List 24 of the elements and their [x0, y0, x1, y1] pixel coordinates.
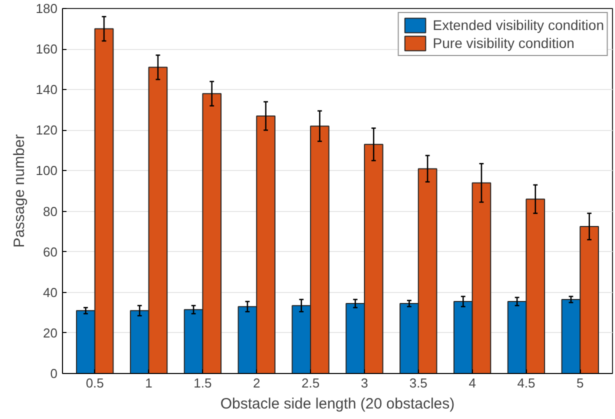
x-tick-label: 4: [468, 376, 476, 390]
y-tick-label: 0: [50, 366, 58, 381]
y-tick-label: 60: [43, 244, 58, 260]
x-tick-label: 2: [253, 376, 260, 390]
y-tick-label: 120: [36, 122, 58, 138]
x-tick-label: 0.5: [86, 376, 104, 390]
x-tick-label: 4.5: [517, 376, 536, 390]
y-tick-label: 40: [43, 284, 58, 300]
y-tick-label: 100: [36, 163, 58, 178]
legend-label: Pure visibility condition: [432, 35, 574, 51]
y-tick-label: 160: [36, 42, 58, 57]
y-tick-label: 140: [36, 82, 58, 98]
x-tick-label: 3.5: [409, 376, 428, 390]
y-tick-label: 180: [36, 1, 58, 16]
x-tick-label: 2.5: [302, 376, 320, 390]
y-axis-title: Passage number: [10, 134, 28, 248]
x-tick-label: 1.5: [194, 376, 212, 390]
x-axis-title: Obstacle side length (20 obstacles): [220, 396, 455, 412]
y-tick-label: 20: [43, 325, 58, 340]
legend-label: Extended visibility condition: [432, 17, 604, 33]
x-tick-label: 1: [145, 376, 152, 390]
y-tick-label: 80: [43, 204, 58, 219]
x-tick-label: 3: [360, 376, 368, 390]
x-tick-label: 5: [576, 376, 584, 390]
